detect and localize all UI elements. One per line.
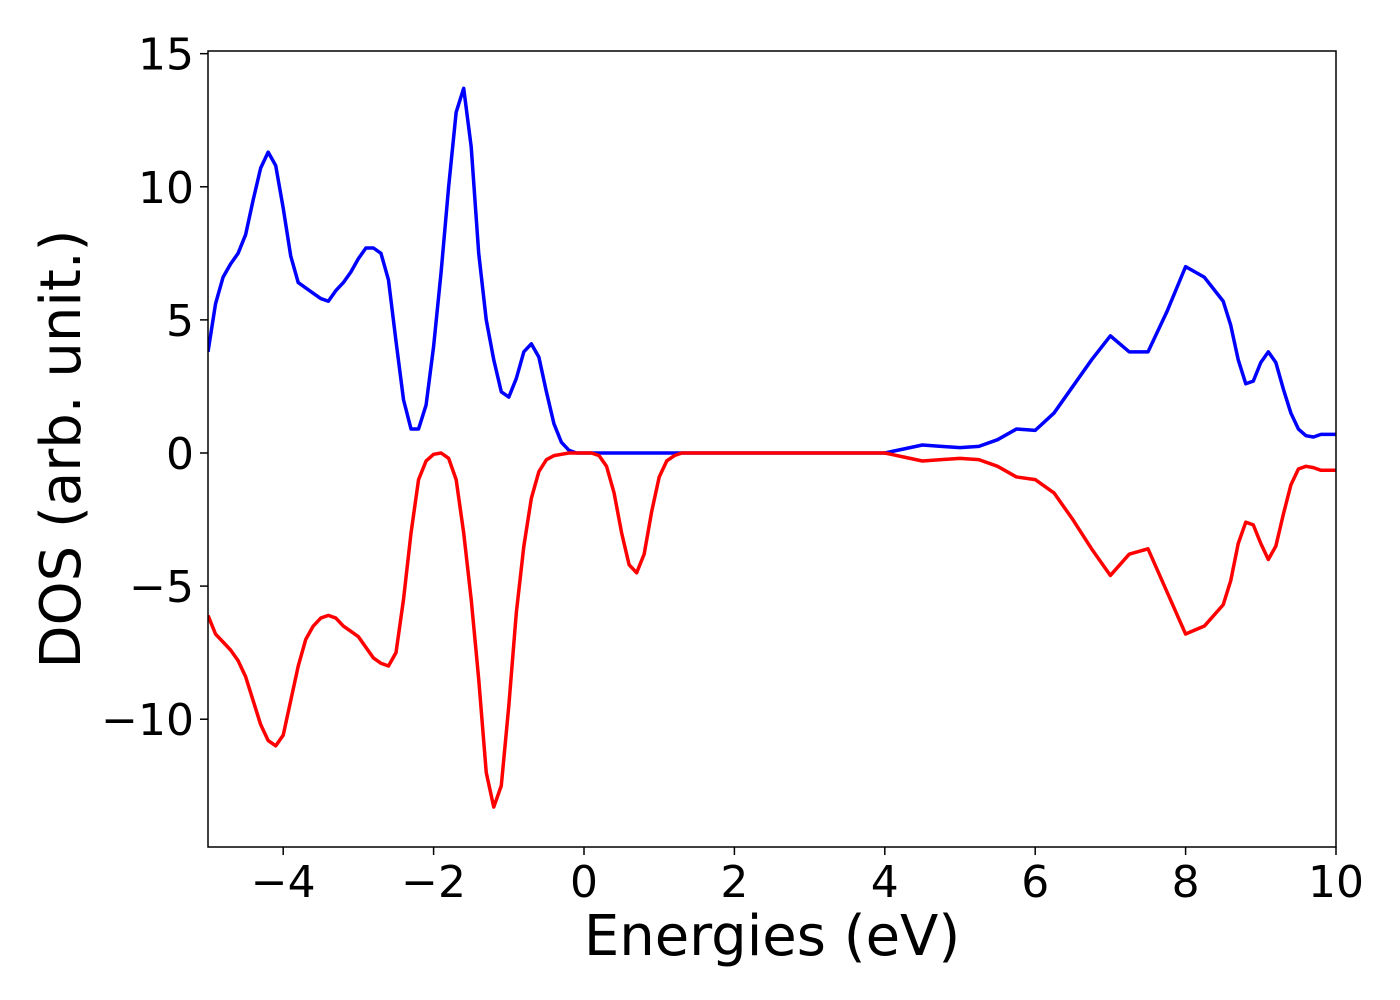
- x-tick-label: 8: [1172, 857, 1200, 908]
- line-series: [208, 86, 1336, 455]
- y-tick-label: 15: [138, 30, 194, 81]
- x-axis-label: Energies (eV): [584, 904, 960, 969]
- y-tick-label: −5: [129, 562, 194, 613]
- x-tick-label: 4: [871, 857, 899, 908]
- plot-frame: [207, 50, 1337, 848]
- y-tick-label: −10: [101, 695, 194, 746]
- x-tick-label: 2: [720, 857, 748, 908]
- y-tick-label: 10: [138, 163, 194, 214]
- line-series: [208, 451, 1336, 809]
- x-tick-label: −4: [251, 857, 316, 908]
- y-tick-label: 0: [166, 429, 194, 480]
- y-axis-label: DOS (arb. unit.): [29, 229, 94, 668]
- x-tick-label: 6: [1021, 857, 1049, 908]
- y-tick-label: 5: [166, 296, 194, 347]
- x-tick-label: −2: [401, 857, 466, 908]
- x-tick-label: 10: [1308, 857, 1364, 908]
- x-tick-label: 0: [570, 857, 598, 908]
